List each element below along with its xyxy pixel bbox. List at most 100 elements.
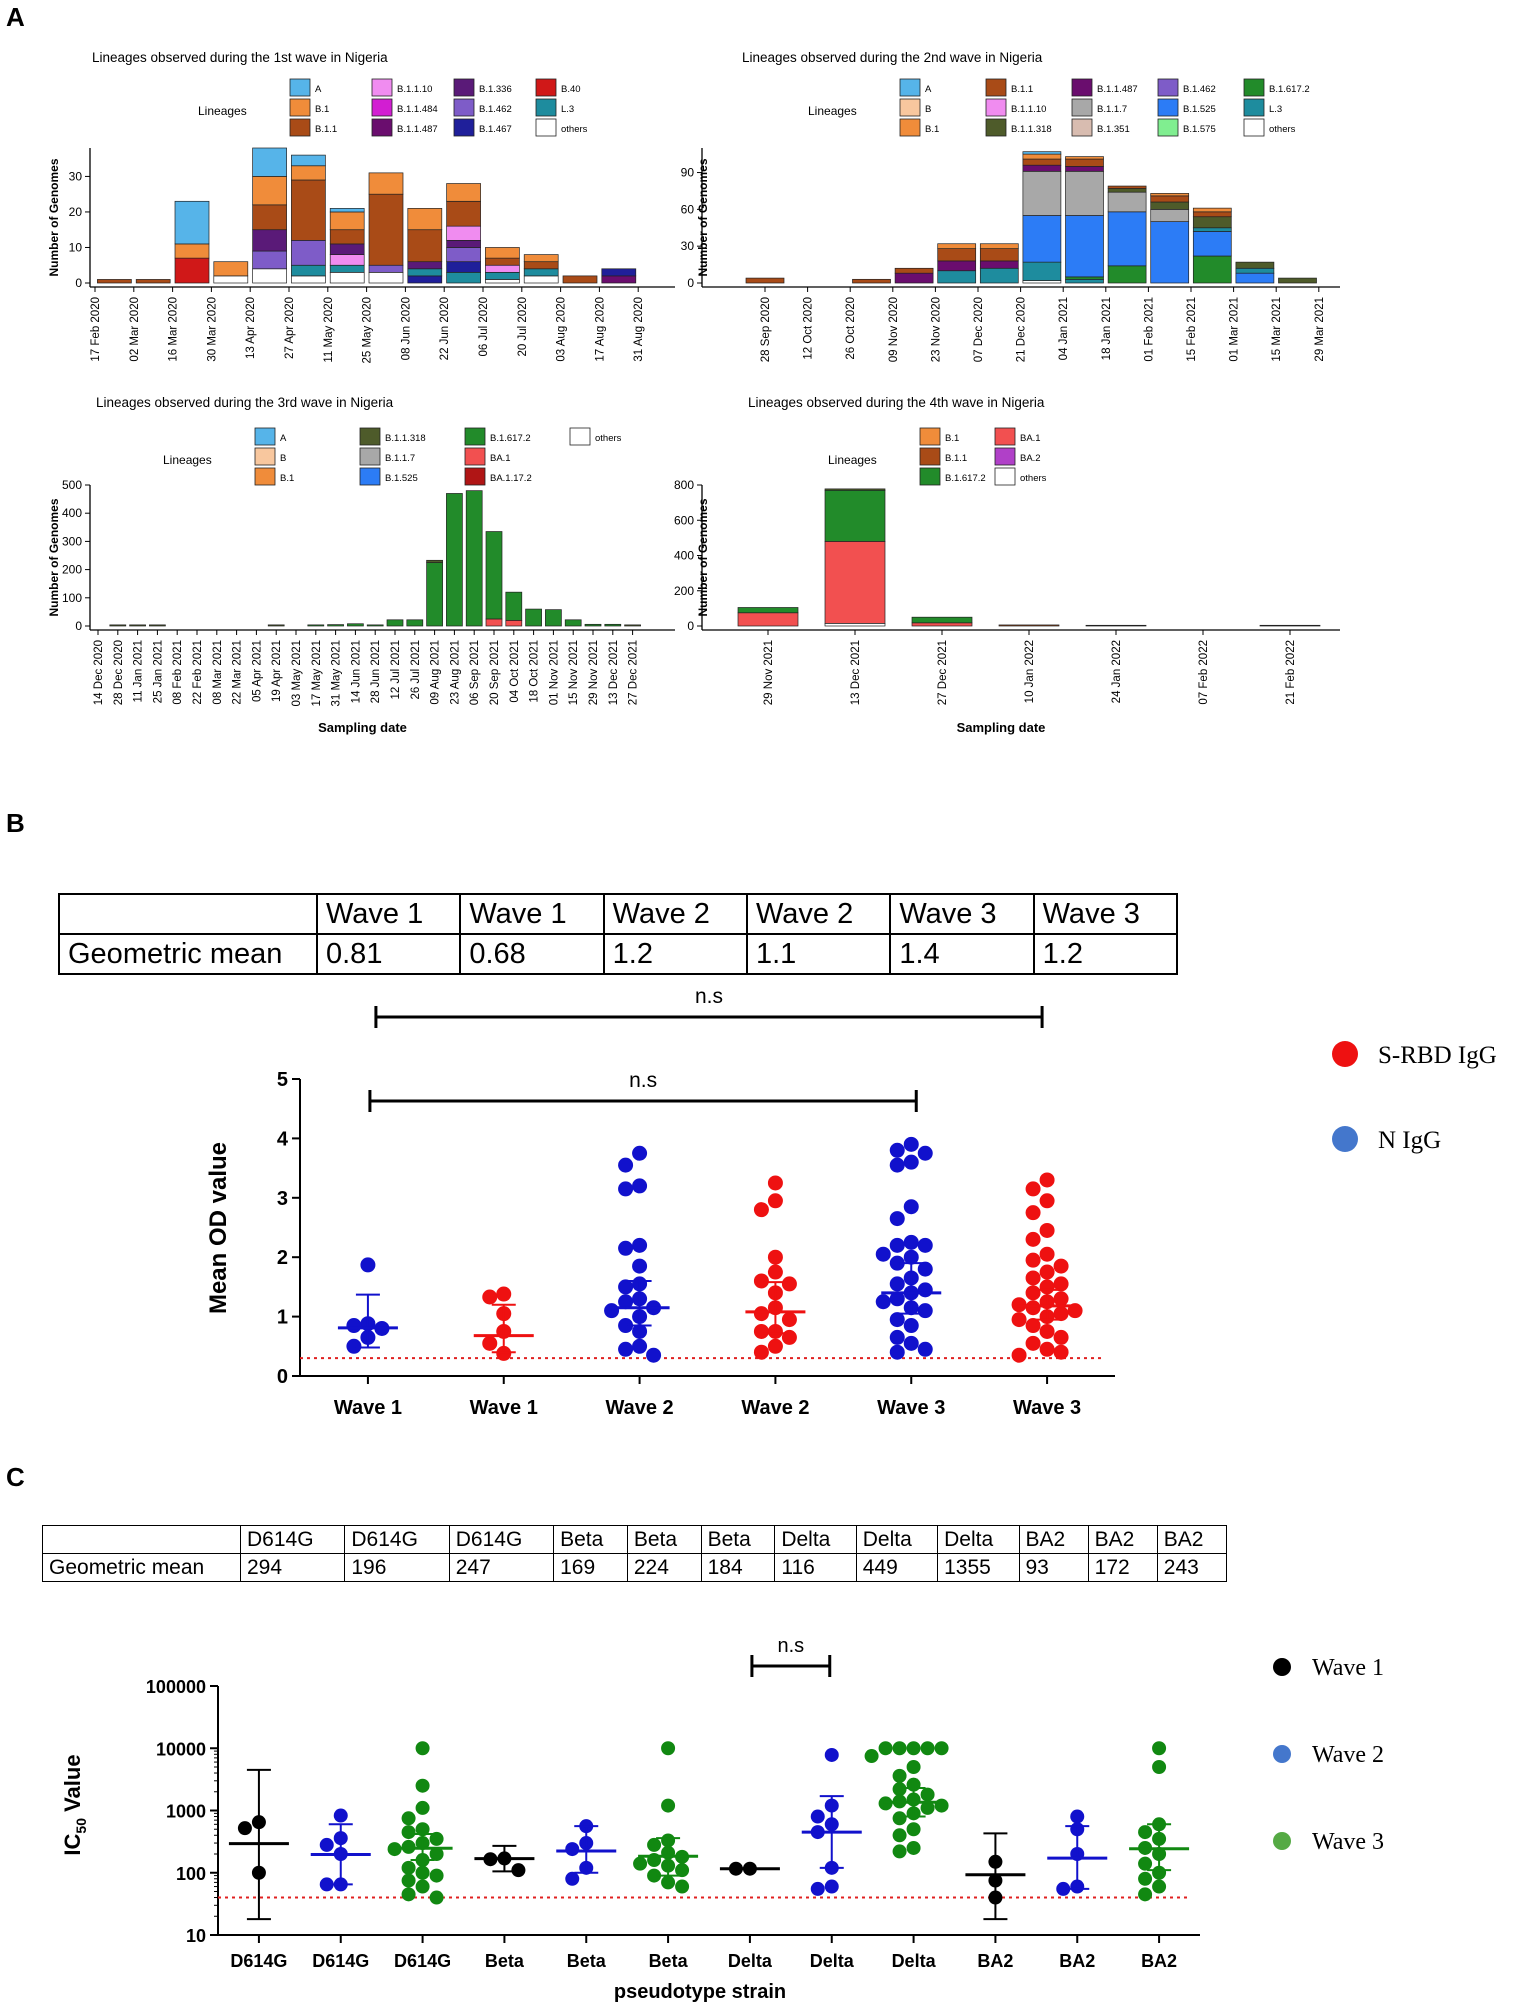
y-axis-label-rest: Value bbox=[60, 1754, 85, 1818]
bar-segment bbox=[485, 279, 520, 284]
data-point bbox=[920, 1741, 935, 1756]
data-point bbox=[753, 1273, 769, 1289]
data-point bbox=[810, 1881, 825, 1896]
group-2 bbox=[604, 1145, 670, 1363]
bar-segment bbox=[525, 608, 542, 627]
x-tick-label: 11 Jan 2021 bbox=[133, 640, 145, 702]
bar-segment bbox=[252, 229, 287, 252]
legend-label: B.1.525 bbox=[385, 473, 418, 484]
group-8 bbox=[864, 1741, 949, 1859]
x-tick-label: 07 Feb 2022 bbox=[1198, 640, 1210, 705]
legend-marker bbox=[1273, 1745, 1291, 1763]
bar-stack bbox=[505, 591, 523, 627]
data-point bbox=[889, 1142, 905, 1158]
bar-segment bbox=[291, 264, 326, 277]
panelB-chart: 0 1 2 3 4 5 Wave 1 Wave 1 Wave 2 Wave 2 Wave 3 Wave… bbox=[205, 985, 1497, 1419]
table-cell: Wave 2 bbox=[602, 893, 748, 935]
bar-segment bbox=[485, 271, 520, 280]
y-tick-label: 1000 bbox=[166, 1802, 206, 1822]
data-point bbox=[675, 1863, 690, 1878]
x-tick-label: 06 Sep 2021 bbox=[469, 640, 481, 705]
bar-stack bbox=[601, 268, 637, 284]
group-11 bbox=[1129, 1741, 1190, 1902]
x-tick-label: 12 Jul 2021 bbox=[390, 640, 402, 699]
data-point bbox=[903, 1249, 919, 1265]
bar-stack bbox=[407, 208, 443, 284]
x-tick-label: 03 Aug 2020 bbox=[556, 297, 568, 362]
bar-stack bbox=[584, 623, 602, 627]
x-tick-label: 04 Oct 2021 bbox=[509, 640, 521, 703]
data-point bbox=[632, 1178, 648, 1194]
legend-swatch bbox=[994, 447, 1016, 466]
x-tick-label: 14 Dec 2020 bbox=[93, 640, 105, 705]
x-tick-label: Wave 1 bbox=[470, 1397, 538, 1419]
legend-label: BA.1.17.2 bbox=[490, 473, 532, 484]
data-point bbox=[889, 1344, 905, 1360]
x-tick-label: 25 Jan 2021 bbox=[152, 640, 164, 703]
data-point bbox=[892, 1844, 907, 1859]
bar-segment bbox=[1107, 265, 1147, 284]
bar-segment bbox=[485, 247, 520, 259]
x-tick-label: BA2 bbox=[1059, 1951, 1095, 1971]
bar-segment bbox=[1107, 191, 1147, 213]
legend-label: B.1.1.487 bbox=[1097, 84, 1138, 95]
x-tick-label: 27 Apr 2020 bbox=[284, 297, 296, 359]
table-cell: 243 bbox=[1156, 1553, 1228, 1582]
x-tick-label: BA2 bbox=[1141, 1951, 1177, 1971]
legend-label: B.1.575 bbox=[1183, 124, 1216, 135]
bar-segment bbox=[1235, 267, 1275, 274]
data-point bbox=[618, 1294, 634, 1310]
significance-label: n.s bbox=[629, 1069, 657, 1092]
data-point bbox=[1053, 1344, 1069, 1360]
data-point bbox=[917, 1303, 933, 1319]
table-cell: Beta bbox=[626, 1525, 702, 1554]
table-cell: D614G bbox=[448, 1525, 555, 1554]
legend-label: B bbox=[280, 453, 286, 464]
legend-swatch bbox=[1243, 98, 1265, 117]
bar-segment bbox=[291, 240, 326, 266]
bar-segment bbox=[604, 623, 622, 627]
data-point bbox=[1025, 1231, 1041, 1247]
data-point bbox=[401, 1873, 416, 1888]
x-tick-label: 09 Nov 2020 bbox=[888, 297, 900, 362]
y-axis-label: Number of Genomes bbox=[696, 498, 710, 616]
table-cell: 224 bbox=[626, 1553, 702, 1582]
geometric-mean-table-b: Wave 1 Wave 1 Wave 2 Wave 2 Wave 3 Wave … bbox=[58, 893, 1179, 975]
data-point bbox=[415, 1800, 430, 1815]
data-point bbox=[646, 1347, 662, 1363]
data-point bbox=[824, 1879, 839, 1894]
bar-segment bbox=[329, 229, 365, 245]
y-tick-label: 200 bbox=[62, 563, 82, 577]
x-tick-label: Beta bbox=[485, 1951, 525, 1971]
x-tick-label: 28 Sep 2020 bbox=[760, 297, 772, 362]
table-cell: Delta bbox=[774, 1525, 857, 1554]
data-point bbox=[319, 1877, 334, 1892]
x-tick-label: 02 Mar 2020 bbox=[129, 297, 141, 362]
legend-swatch bbox=[919, 447, 941, 466]
data-point bbox=[360, 1257, 376, 1273]
y-tick-label: 4 bbox=[277, 1128, 289, 1150]
bar-segment bbox=[1150, 201, 1190, 210]
data-point bbox=[906, 1840, 921, 1855]
bar-segment bbox=[446, 225, 481, 241]
bar-segment bbox=[505, 620, 523, 627]
legend-label: B.1.336 bbox=[479, 84, 512, 95]
bar-segment bbox=[1107, 185, 1147, 189]
bar-segment bbox=[937, 260, 977, 272]
bar-stack bbox=[406, 619, 424, 627]
bar-stack bbox=[1107, 185, 1147, 284]
legend-label: B.40 bbox=[561, 84, 581, 95]
bar-segment bbox=[368, 271, 404, 284]
legend-label: L.3 bbox=[1269, 104, 1282, 115]
data-point bbox=[917, 1282, 933, 1298]
data-point bbox=[1138, 1856, 1153, 1871]
bar-segment bbox=[1065, 158, 1104, 167]
data-point bbox=[906, 1822, 921, 1837]
bar-segment bbox=[824, 488, 886, 491]
table-cell bbox=[58, 893, 318, 935]
data-point bbox=[1025, 1285, 1041, 1301]
data-point bbox=[618, 1341, 634, 1357]
table-row: Wave 1 Wave 1 Wave 2 Wave 2 Wave 3 Wave … bbox=[58, 893, 1179, 935]
data-point bbox=[753, 1202, 769, 1218]
legend-label: B bbox=[925, 104, 931, 115]
